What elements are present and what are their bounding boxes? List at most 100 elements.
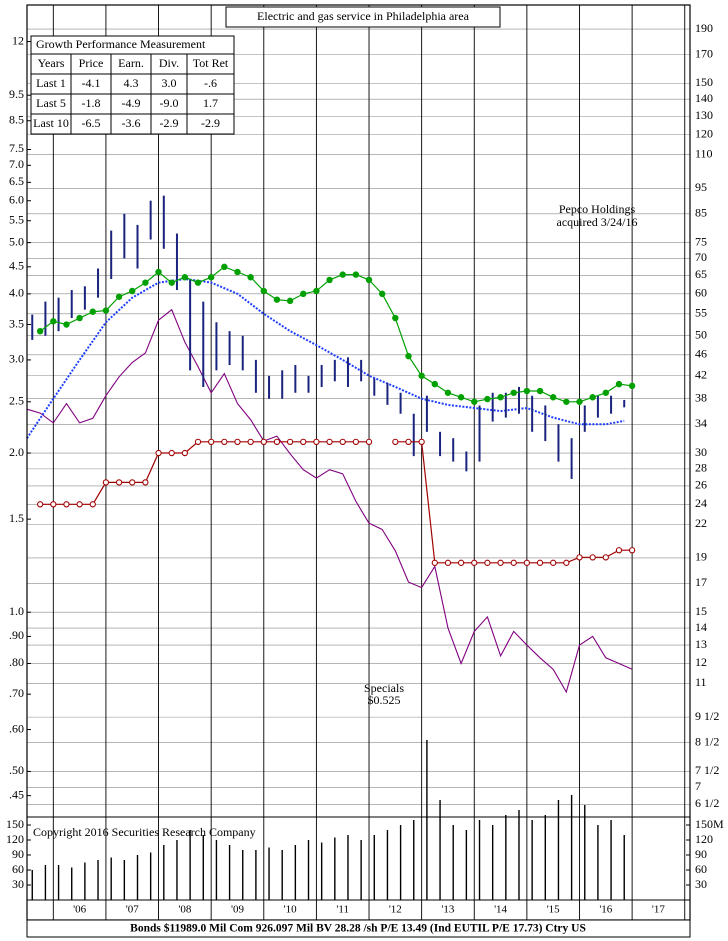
earnings-dot	[247, 274, 254, 281]
earnings-dot	[273, 296, 281, 303]
title-box	[225, 6, 501, 28]
y2-tick-label: 34	[695, 416, 707, 430]
earnings-dot	[89, 308, 96, 315]
earnings-dot	[286, 297, 294, 305]
earnings-dot	[36, 327, 44, 335]
y2-tick-label: 46	[695, 347, 707, 361]
y-tick-label: .70	[9, 686, 24, 700]
y2-tick-label: 70	[695, 250, 707, 264]
dividend-dot	[457, 559, 465, 566]
earnings-dot	[326, 276, 333, 284]
earnings-dot	[194, 279, 202, 286]
y2-tick-label: 60	[695, 286, 707, 300]
table-cell: 1.7	[203, 96, 218, 110]
earnings-dot	[510, 389, 517, 396]
dividend-dot	[431, 559, 438, 566]
dividend-dot	[76, 501, 83, 508]
dividend-dot	[260, 438, 267, 445]
dividend-dot	[615, 547, 623, 554]
volume-tick-label: 60	[695, 862, 707, 876]
earnings-dot	[260, 287, 267, 295]
dividend-dot	[142, 479, 149, 486]
x-tick-label: '15	[547, 904, 560, 916]
table-cell: 4.3	[124, 76, 139, 90]
dividend-dot	[628, 547, 636, 554]
volume-tick-label: 60	[12, 862, 24, 876]
table-cell: -3.6	[122, 116, 141, 130]
dividend-dot	[365, 438, 373, 445]
earnings-dot	[221, 263, 228, 271]
table-cell: Last 5	[36, 96, 66, 110]
volume-tick-label: 90	[695, 847, 707, 861]
y-tick-label: 7.5	[9, 141, 24, 155]
earnings-dot	[365, 276, 373, 284]
x-tick-label: '12	[389, 904, 402, 916]
y-tick-label: .45	[9, 787, 24, 801]
earnings-dot	[378, 290, 386, 298]
y2-tick-label: 130	[695, 108, 713, 122]
y2-tick-label: 15	[695, 604, 707, 618]
dividend-dot	[405, 438, 412, 445]
y-tick-label: 7.0	[9, 157, 24, 171]
table-header: Earn.	[118, 56, 144, 70]
earnings-dot	[576, 398, 583, 405]
earnings-dot	[523, 387, 531, 395]
dividend-dot	[102, 479, 110, 486]
earnings-dot	[549, 394, 557, 401]
y2-tick-label: 150	[695, 75, 713, 89]
y2-tick-label: 8 1/2	[695, 734, 719, 748]
table-cell: -4.1	[82, 76, 101, 90]
x-tick-label: '13	[441, 904, 454, 916]
y-tick-label: 5.5	[9, 212, 24, 226]
dividend-dot	[115, 479, 123, 486]
y-tick-label: 2.0	[9, 445, 24, 459]
y2-tick-label: 120	[695, 126, 713, 140]
annotation: acquired 3/24/16	[557, 215, 638, 229]
dividend-dot	[37, 501, 44, 508]
dividend-dot	[155, 449, 162, 457]
volume-tick-label: 30	[12, 877, 24, 891]
earnings-dot	[115, 293, 123, 300]
footer-box	[26, 919, 691, 938]
volume-tick-label: 120	[695, 832, 713, 846]
x-tick-label: '17	[652, 904, 665, 916]
table-cell: -9.0	[160, 96, 179, 110]
earnings-dot	[352, 271, 360, 278]
x-tick-label: '07	[126, 904, 139, 916]
y2-tick-label: 42	[695, 367, 707, 381]
earnings-dot	[234, 268, 241, 276]
volume-tick-label: 150	[6, 817, 24, 831]
earnings-dot	[76, 314, 83, 322]
y2-tick-label: 6 1/2	[695, 796, 719, 810]
earnings-dot	[339, 271, 346, 278]
dividend-dot	[510, 559, 517, 566]
earnings-dot	[457, 394, 465, 401]
dividend-dot	[392, 438, 399, 445]
earnings-dot	[589, 394, 596, 401]
y2-tick-label: 30	[695, 445, 707, 459]
volume-tick-label: 90	[12, 847, 24, 861]
y2-tick-label: 11	[695, 675, 707, 689]
table-header: Price	[79, 56, 104, 70]
earnings-dot	[129, 287, 136, 295]
y-tick-label: 2.5	[9, 394, 24, 408]
y-tick-label: 6.5	[9, 174, 24, 188]
earnings-dot	[497, 394, 504, 401]
y2-tick-label: 9 1/2	[695, 709, 719, 723]
annotation: $0.525	[368, 693, 401, 707]
annotation: Pepco Holdings	[559, 202, 636, 216]
table-cell: 3.0	[162, 76, 177, 90]
dividend-dot	[497, 559, 504, 566]
y2-tick-label: 38	[695, 390, 707, 404]
earnings-dot	[431, 380, 438, 388]
earnings-dot	[181, 274, 189, 281]
dividend-dot	[326, 438, 333, 445]
y-tick-label: 8.5	[9, 112, 24, 126]
copyright: Copyright 2016 Securities Research Compa…	[33, 825, 256, 839]
earnings-dot	[50, 318, 57, 325]
dividend-dot	[286, 438, 294, 445]
y-tick-label: 5.0	[9, 234, 24, 248]
y2-tick-label: 12	[695, 655, 707, 669]
